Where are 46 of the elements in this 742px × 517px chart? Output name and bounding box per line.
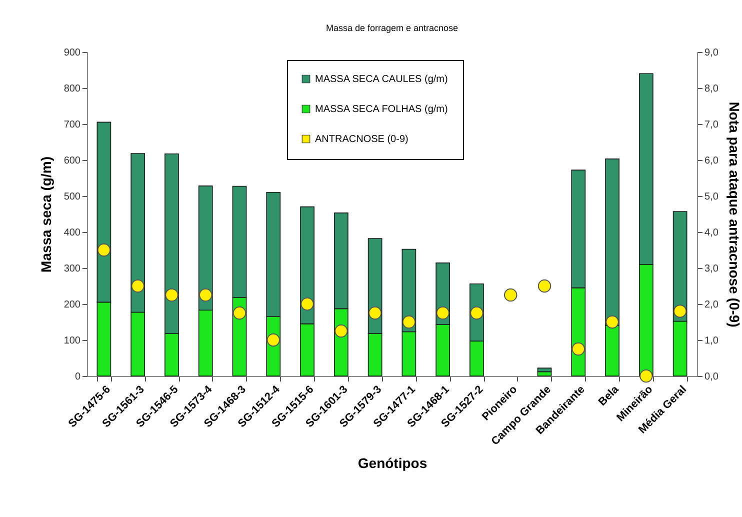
y-tick-label: 200 — [64, 300, 81, 310]
point — [470, 306, 484, 320]
y-tick-label: 700 — [64, 120, 81, 130]
point — [673, 304, 687, 318]
y-axis-title: Massa seca (g/m) — [38, 156, 54, 272]
y2-tick-label: 1,0 — [704, 336, 719, 346]
legend-label: ANTRACNOSE (0-9) — [315, 134, 408, 145]
point — [368, 306, 382, 320]
point — [606, 315, 619, 329]
y-tick-label: 300 — [64, 264, 81, 274]
y2-axis-title: Nota para ataque antracnose (0-9) — [726, 102, 742, 328]
point — [504, 288, 518, 302]
y2-tick-label: 4,0 — [704, 228, 719, 238]
point — [266, 333, 280, 347]
y2-tick-label: 5,0 — [704, 192, 719, 202]
point — [436, 306, 450, 320]
chart-title: Massa de forragem e antracnose — [326, 23, 458, 33]
y-tick-label: 0 — [74, 372, 81, 382]
y-tick-label: 600 — [64, 156, 81, 166]
point — [165, 288, 178, 302]
x-axis-title: Genótipos — [358, 455, 428, 472]
point — [97, 243, 111, 257]
point — [198, 288, 212, 302]
y-tick-label: 100 — [64, 336, 81, 346]
y-tick-label: 800 — [64, 84, 81, 94]
point — [402, 315, 416, 329]
legend-label: MASSA SECA CAULES (g/m) — [315, 74, 448, 85]
y2-tick-label: 8,0 — [704, 84, 719, 94]
point — [300, 297, 314, 311]
y-tick-label: 400 — [64, 228, 81, 238]
point — [572, 342, 586, 356]
point — [538, 279, 552, 293]
y2-tick-label: 7,0 — [704, 120, 719, 130]
y-tick-label: 900 — [64, 48, 81, 58]
point — [232, 306, 246, 320]
y2-tick-label: 9,0 — [704, 48, 719, 58]
y2-tick-label: 2,0 — [704, 300, 719, 310]
y2-tick-label: 6,0 — [704, 156, 719, 166]
bar — [537, 368, 552, 372]
y2-tick-label: 3,0 — [704, 264, 719, 274]
y-tick-label: 500 — [64, 192, 81, 202]
point — [334, 324, 348, 338]
point — [640, 369, 653, 383]
y2-tick-label: 0,0 — [704, 372, 719, 382]
legend-label: MASSA SECA FOLHAS (g/m) — [315, 104, 448, 115]
point — [131, 279, 144, 293]
